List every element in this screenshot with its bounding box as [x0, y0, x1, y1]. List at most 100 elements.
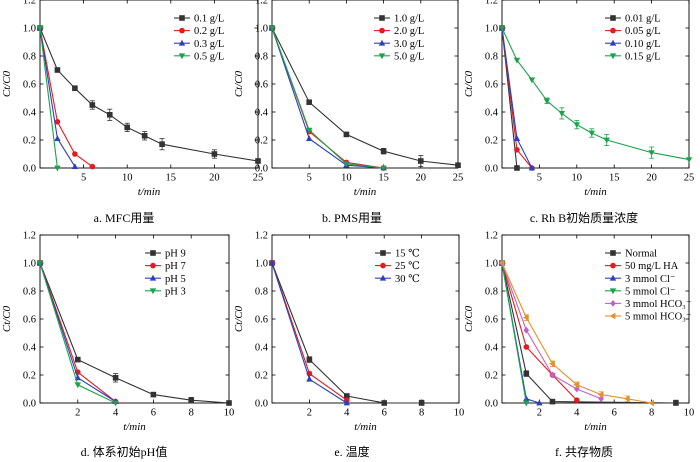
caption-c: c. Rh B初始质量浓度 [529, 211, 639, 225]
x-tick-label: 15 [378, 173, 389, 184]
data-point [54, 67, 61, 73]
legend-label: 0.15 g/L [625, 51, 661, 62]
data-point [74, 382, 81, 389]
legend-item: pH 3 [145, 286, 186, 297]
series-3 [268, 24, 387, 171]
data-point [211, 151, 218, 157]
data-point [71, 163, 79, 169]
legend-item: 0.01 g/L [605, 14, 661, 25]
y-tick-label: 0.6 [485, 315, 498, 326]
data-point [523, 395, 530, 402]
data-point [598, 395, 604, 403]
legend-item: 5.0 g/L [374, 51, 424, 62]
x-axis-label: t/min [354, 421, 377, 433]
legend-marker [379, 15, 385, 21]
x-tick-label: 6 [151, 408, 156, 419]
data-point [522, 314, 529, 321]
legend-item: pH 5 [145, 274, 186, 285]
data-point [648, 399, 654, 407]
series-6 [498, 259, 654, 407]
chart-panel-c: 0.0 0.2 0.4 0.6 0.8 1.0 1.2 5 10 15 20 25 t/min Ct/C0… [463, 0, 694, 198]
data-point [306, 356, 313, 363]
data-point [159, 141, 165, 147]
x-tick-label: 25 [684, 173, 695, 184]
legend-item: 0.5 g/L [174, 51, 224, 62]
series-line [39, 262, 116, 403]
data-point [513, 57, 521, 64]
legend-item: 3.0 g/L [374, 39, 424, 50]
caption-a: a. MFC用量 [93, 211, 155, 225]
legend-label: 30 ℃ [395, 274, 420, 285]
legend: 15 ℃25 ℃ 30 ℃ [375, 249, 420, 285]
legend-marker [379, 274, 387, 281]
legend-label: 1.0 g/L [394, 14, 424, 25]
series-5 [499, 259, 604, 403]
legend-label: 25 ℃ [395, 261, 420, 272]
series-line [501, 262, 527, 404]
data-point [54, 165, 61, 172]
series-line [501, 262, 676, 404]
data-point [573, 381, 580, 388]
data-point [558, 111, 566, 117]
legend-item: 0.15 g/L [605, 51, 661, 62]
series-4 [498, 260, 530, 407]
legend-marker [609, 288, 617, 295]
data-point [36, 25, 44, 32]
chart-panel-d: 0.0 0.2 0.4 0.6 0.8 1.0 1.2 2 4 6 8 10 t/min Ct/C0 pH … [1, 231, 234, 434]
legend: pH 9pH 7 pH 5pH 3 [145, 249, 186, 297]
data-point [543, 98, 551, 105]
legend-label: Normal [625, 249, 657, 260]
legend-label: 3 mmol HCO₃⁻ [625, 299, 691, 310]
series-line [39, 27, 76, 167]
y-tick-label: 0.2 [255, 371, 268, 382]
data-point [380, 148, 387, 154]
legend-item: Normal [605, 249, 657, 260]
series-line [271, 27, 384, 169]
legend-label: 0.05 g/L [625, 26, 661, 37]
data-point [343, 131, 350, 138]
legend-label: pH 5 [165, 274, 186, 285]
chart-panel-a: 0.0 0.2 0.4 0.6 0.8 1.0 1.2 5 10 15 20 25 t/min Ct/C0… [1, 0, 263, 198]
data-point [72, 85, 78, 91]
data-point [306, 375, 313, 382]
legend-marker [610, 262, 616, 269]
y-tick-label: 0.0 [255, 399, 268, 410]
data-point [89, 102, 96, 108]
data-point [188, 397, 194, 403]
data-point [513, 135, 521, 141]
y-tick-label: 0.4 [23, 108, 37, 119]
series-2 [37, 25, 96, 170]
legend: 0.01 g/L0.05 g/L 0.10 g/L0.15 g/L [605, 14, 661, 62]
y-tick-label: 1.2 [485, 0, 498, 7]
y-tick-label: 0.0 [23, 399, 36, 410]
y-tick-label: 0.8 [23, 287, 36, 298]
x-tick-label: 2 [537, 408, 542, 419]
data-point [528, 164, 536, 171]
data-point [498, 25, 506, 32]
x-tick-label: 10 [454, 408, 465, 419]
x-axis-label: t/min [138, 186, 161, 198]
legend-marker [179, 15, 185, 21]
data-point [418, 158, 424, 164]
legend-marker [149, 274, 157, 281]
legend-label: 2.0 g/L [394, 26, 424, 37]
y-tick-label: 0.8 [255, 287, 268, 298]
x-tick-label: 10 [572, 173, 583, 184]
legend-item: 0.10 g/L [605, 39, 661, 50]
y-tick-label: 0.0 [23, 164, 36, 175]
y-axis-label: Ct/C0 [463, 70, 475, 97]
y-tick-label: 1.0 [23, 24, 36, 35]
data-point [306, 135, 313, 141]
series-1 [37, 25, 261, 164]
legend-marker [378, 53, 386, 60]
x-tick-label: 4 [113, 408, 119, 419]
y-tick-label: 0.2 [485, 136, 498, 147]
x-tick-label: 10 [684, 408, 695, 419]
legend-label: 0.1 g/L [194, 14, 224, 25]
data-point [514, 147, 520, 153]
caption-b: b. PMS用量 [321, 211, 383, 225]
data-point [226, 400, 232, 406]
data-point [89, 163, 96, 170]
data-point [574, 397, 580, 404]
data-point [106, 112, 113, 118]
